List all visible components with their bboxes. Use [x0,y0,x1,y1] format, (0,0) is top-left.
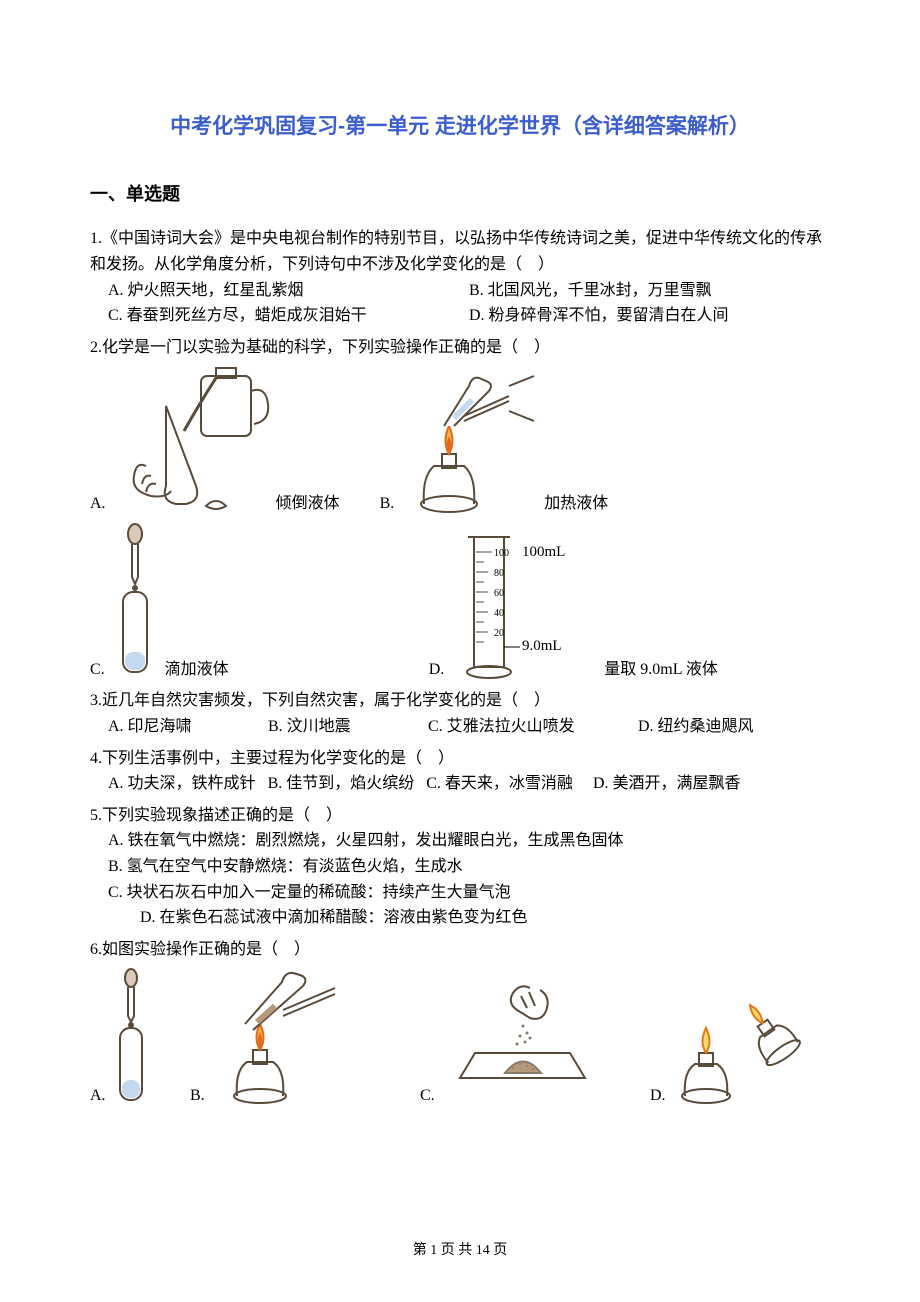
question-2: 2.化学是一门以实验为基础的科学，下列实验操作正确的是（ ） A. [90,335,830,683]
q2-image-c [105,522,165,682]
q6-images: A. B. [90,968,830,1108]
q6-text: 6.如图实验操作正确的是（ ） [90,937,830,963]
question-5: 5.下列实验现象描述正确的是（ ） A. 铁在氧气中燃烧：剧烈燃烧，火星四射，发… [90,803,830,931]
q3-options: A. 印尼海啸 B. 汶川地震 C. 艾雅法拉火山喷发 D. 纽约桑迪飓风 [90,714,830,740]
section-heading: 一、单选题 [90,180,830,209]
cylinder-bottom-label: 9.0mL [522,638,562,654]
question-1: 1.《中国诗词大会》是中央电视台制作的特别节目，以弘扬中华传统诗词之美，促进中华… [90,226,830,328]
q3-text: 3.近几年自然灾害频发，下列自然灾害，属于化学变化的是（ ） [90,688,830,714]
q1-options: A. 炉火照天地，红星乱紫烟 B. 北国风光，千里冰封，万里雪飘 C. 春蚕到死… [90,278,830,329]
svg-text:40: 40 [494,608,504,619]
q2-image-d: 100 80 60 40 20 100mL [444,522,604,682]
svg-text:20: 20 [494,628,504,639]
q4-options: A. 功夫深，铁杵成针 B. 佳节到，焰火缤纷 C. 春天来，冰雪消融 D. 美… [90,771,830,797]
q5-opt-a: A. 铁在氧气中燃烧：剧烈燃烧，火星四射，发出耀眼白光，生成黑色固体 [108,828,830,854]
q6-a-prefix: A. [90,1083,106,1109]
q6-image-c [435,978,605,1108]
q5-opt-c: C. 块状石灰石中加入一定量的稀硫酸：持续产生大量气泡 [108,880,830,906]
q1-opt-c: C. 春蚕到死丝方尽，蜡炬成灰泪始干 [108,303,469,329]
footer-p5: 页 [493,1243,507,1258]
q4-opt-b: B. 佳节到，焰火缤纷 [268,775,415,792]
q6-image-b [205,968,375,1108]
q2-c-prefix: C. [90,657,105,683]
svg-text:80: 80 [494,568,504,579]
q4-opt-c: C. 春天来，冰雪消融 [426,775,573,792]
q2-image-a [106,366,276,516]
q1-opt-b: B. 北国风光，千里冰封，万里雪飘 [469,278,830,304]
q6-b-prefix: B. [190,1083,205,1109]
footer-p1: 第 [413,1243,427,1258]
q6-c-prefix: C. [420,1083,435,1109]
q2-images-row1: A. [90,366,830,516]
q6-image-d [666,968,806,1108]
q5-text: 5.下列实验现象描述正确的是（ ） [90,803,830,829]
q2-c-caption: 滴加液体 [165,657,229,683]
question-4: 4.下列生活事例中，主要过程为化学变化的是（ ） A. 功夫深，铁杵成针 B. … [90,746,830,797]
q1-text: 1.《中国诗词大会》是中央电视台制作的特别节目，以弘扬中华传统诗词之美，促进中华… [90,226,830,277]
q2-b-caption: 加热液体 [544,491,608,517]
q2-images-row2: C. 滴加液体 [90,522,830,682]
q3-opt-b: B. 汶川地震 [268,714,428,740]
q4-opt-a: A. 功夫深，铁杵成针 [108,775,256,792]
q3-opt-d: D. 纽约桑迪飓风 [638,714,754,740]
svg-text:100: 100 [494,548,509,559]
q2-a-caption: 倾倒液体 [276,491,340,517]
page-footer: 第 1 页 共 14 页 [0,1240,920,1262]
q2-b-prefix: B. [380,491,395,517]
q2-a-prefix: A. [90,491,106,517]
q2-image-b [394,366,544,516]
footer-page-total: 14 [476,1243,490,1258]
q5-opt-b: B. 氢气在空气中安静燃烧：有淡蓝色火焰，生成水 [108,854,830,880]
q3-opt-a: A. 印尼海啸 [108,714,268,740]
svg-text:60: 60 [494,588,504,599]
q2-d-prefix: D. [429,657,445,683]
q4-text: 4.下列生活事例中，主要过程为化学变化的是（ ） [90,746,830,772]
q2-text: 2.化学是一门以实验为基础的科学，下列实验操作正确的是（ ） [90,335,830,361]
q2-d-caption: 量取 9.0mL 液体 [604,657,718,683]
q1-opt-d: D. 粉身碎骨浑不怕，要留清白在人间 [469,303,830,329]
q5-options: A. 铁在氧气中燃烧：剧烈燃烧，火星四射，发出耀眼白光，生成黑色固体 B. 氢气… [90,828,830,930]
q4-opt-d: D. 美酒开，满屋飘香 [593,775,741,792]
footer-p3: 页 共 [441,1243,473,1258]
footer-page-current: 1 [430,1243,437,1258]
q3-opt-c: C. 艾雅法拉火山喷发 [428,714,638,740]
q6-image-a [106,968,156,1108]
q1-opt-a: A. 炉火照天地，红星乱紫烟 [108,278,469,304]
page-title: 中考化学巩固复习-第一单元 走进化学世界（含详细答案解析） [90,110,830,144]
q5-opt-d: D. 在紫色石蕊试液中滴加稀醋酸：溶液由紫色变为红色 [108,905,830,931]
q6-d-prefix: D. [650,1083,666,1109]
cylinder-top-label: 100mL [522,544,565,560]
question-3: 3.近几年自然灾害频发，下列自然灾害，属于化学变化的是（ ） A. 印尼海啸 B… [90,688,830,739]
question-6: 6.如图实验操作正确的是（ ） A. B. [90,937,830,1109]
